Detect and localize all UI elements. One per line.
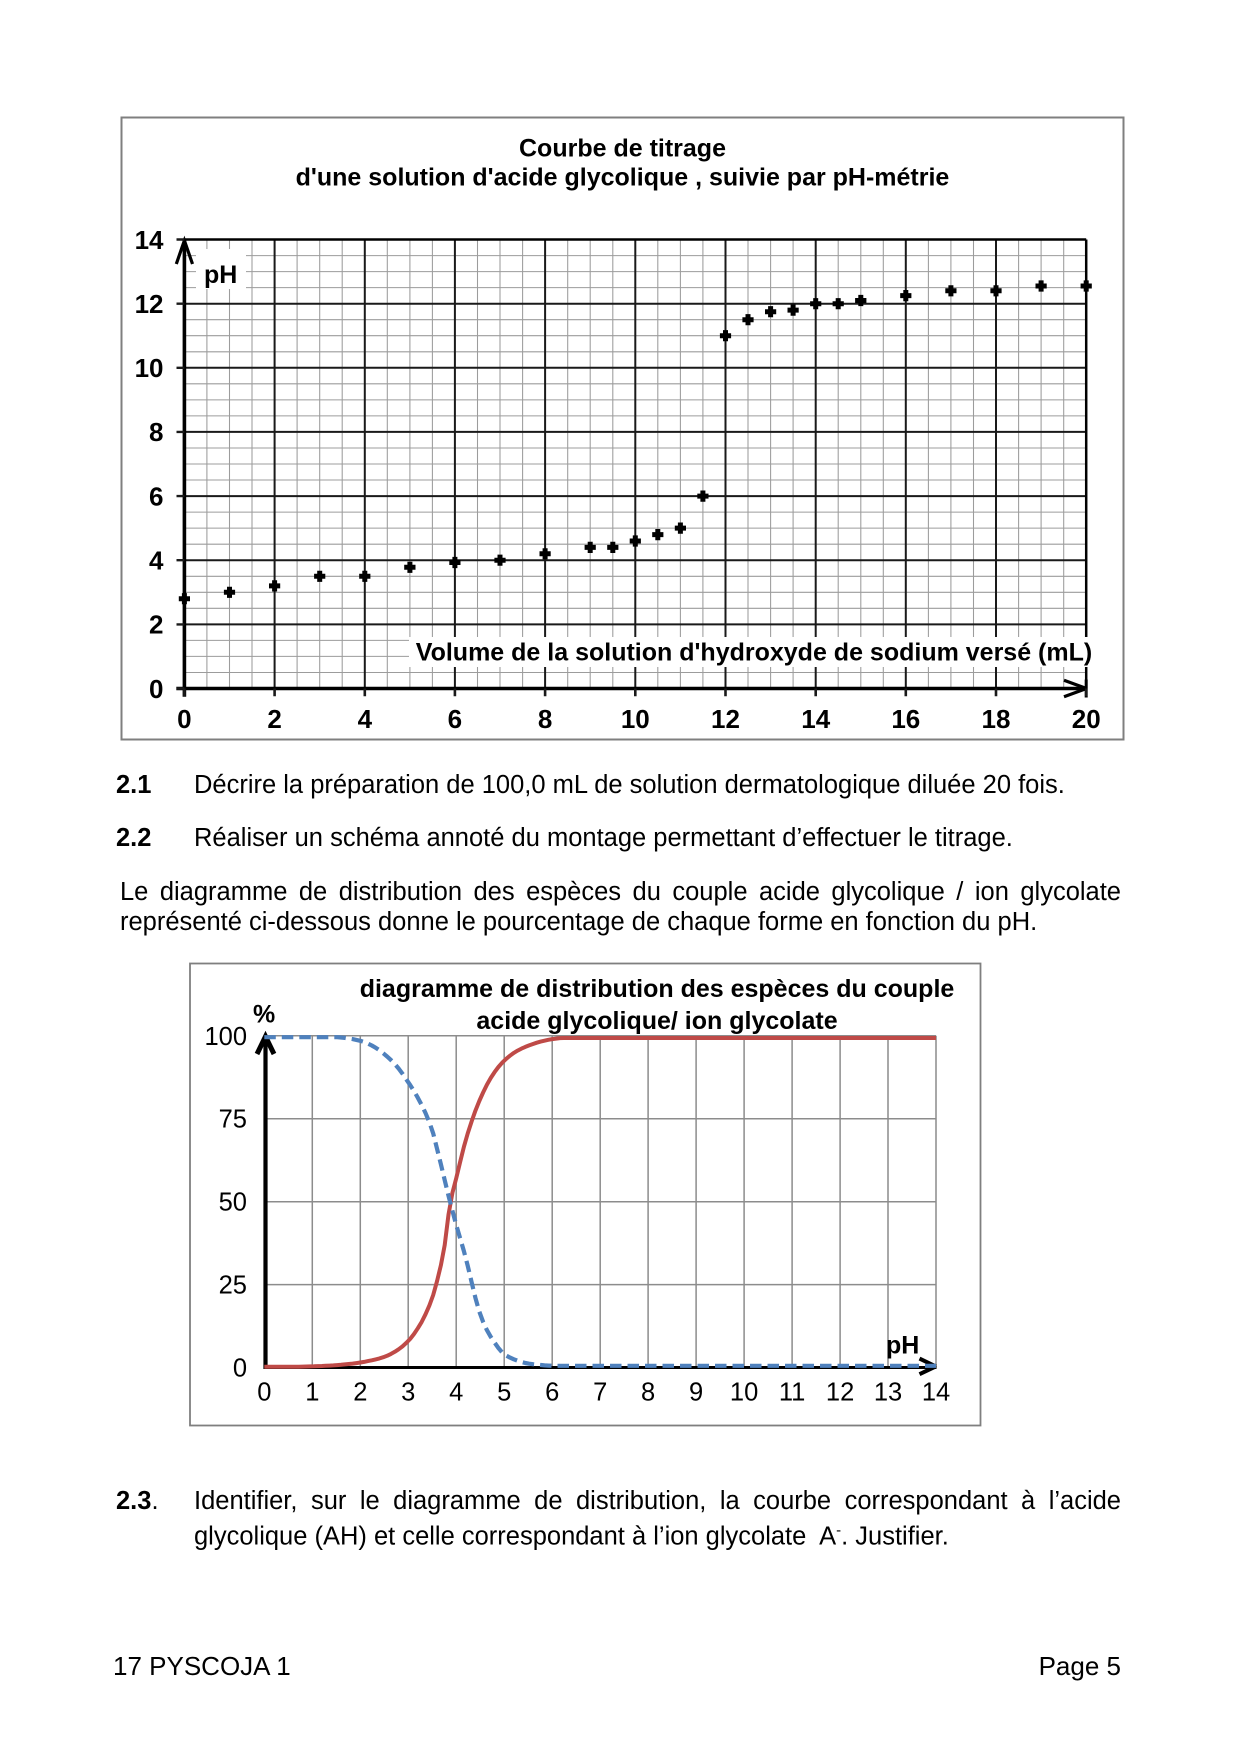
svg-text:14: 14	[801, 704, 830, 734]
svg-text:13: 13	[874, 1379, 902, 1407]
svg-text:6: 6	[149, 481, 163, 511]
svg-text:25: 25	[219, 1272, 247, 1300]
svg-text:Volume de la solution d'hydrox: Volume de la solution d'hydroxyde de sod…	[416, 639, 1092, 667]
svg-text:0: 0	[149, 674, 163, 704]
svg-text:5: 5	[497, 1379, 511, 1407]
svg-text:12: 12	[826, 1379, 854, 1407]
svg-text:18: 18	[982, 704, 1011, 734]
svg-text:1: 1	[305, 1379, 319, 1407]
svg-text:8: 8	[149, 417, 163, 447]
svg-text:pH: pH	[204, 261, 237, 289]
svg-text:Courbe de titrage: Courbe de titrage	[519, 135, 726, 163]
svg-text:9: 9	[689, 1379, 703, 1407]
svg-text:6: 6	[545, 1379, 559, 1407]
svg-text:11: 11	[779, 1379, 805, 1407]
svg-text:0: 0	[177, 704, 191, 734]
svg-text:8: 8	[641, 1379, 655, 1407]
svg-text:2: 2	[149, 610, 163, 640]
svg-text:14: 14	[922, 1379, 950, 1407]
svg-text:pH: pH	[886, 1332, 919, 1360]
svg-text:3: 3	[401, 1379, 415, 1407]
svg-text:12: 12	[711, 704, 740, 734]
svg-text:7: 7	[593, 1379, 607, 1407]
svg-text:0: 0	[257, 1379, 271, 1407]
svg-text:8: 8	[538, 704, 552, 734]
svg-text:10: 10	[730, 1379, 758, 1407]
svg-text:2: 2	[353, 1379, 367, 1407]
svg-text:10: 10	[135, 353, 164, 383]
svg-text:4: 4	[358, 704, 373, 734]
svg-text:12: 12	[135, 289, 164, 319]
svg-text:2: 2	[267, 704, 281, 734]
svg-text:%: %	[253, 1001, 275, 1029]
svg-text:50: 50	[219, 1189, 247, 1217]
svg-text:16: 16	[891, 704, 920, 734]
svg-text:20: 20	[1072, 704, 1101, 734]
svg-text:d'une solution d'acide glycoli: d'une solution d'acide glycolique , suiv…	[296, 164, 950, 192]
svg-text:75: 75	[219, 1106, 247, 1134]
svg-text:0: 0	[233, 1355, 247, 1383]
svg-text:14: 14	[135, 225, 164, 255]
svg-text:4: 4	[449, 1379, 463, 1407]
svg-text:100: 100	[204, 1023, 247, 1051]
svg-text:10: 10	[621, 704, 650, 734]
svg-text:diagramme de distribution des: diagramme de distribution des espèces du…	[360, 975, 955, 1003]
svg-text:6: 6	[448, 704, 462, 734]
svg-text:4: 4	[149, 546, 164, 576]
svg-text:acide glycolique/ ion glycolat: acide glycolique/ ion glycolate	[476, 1007, 837, 1035]
